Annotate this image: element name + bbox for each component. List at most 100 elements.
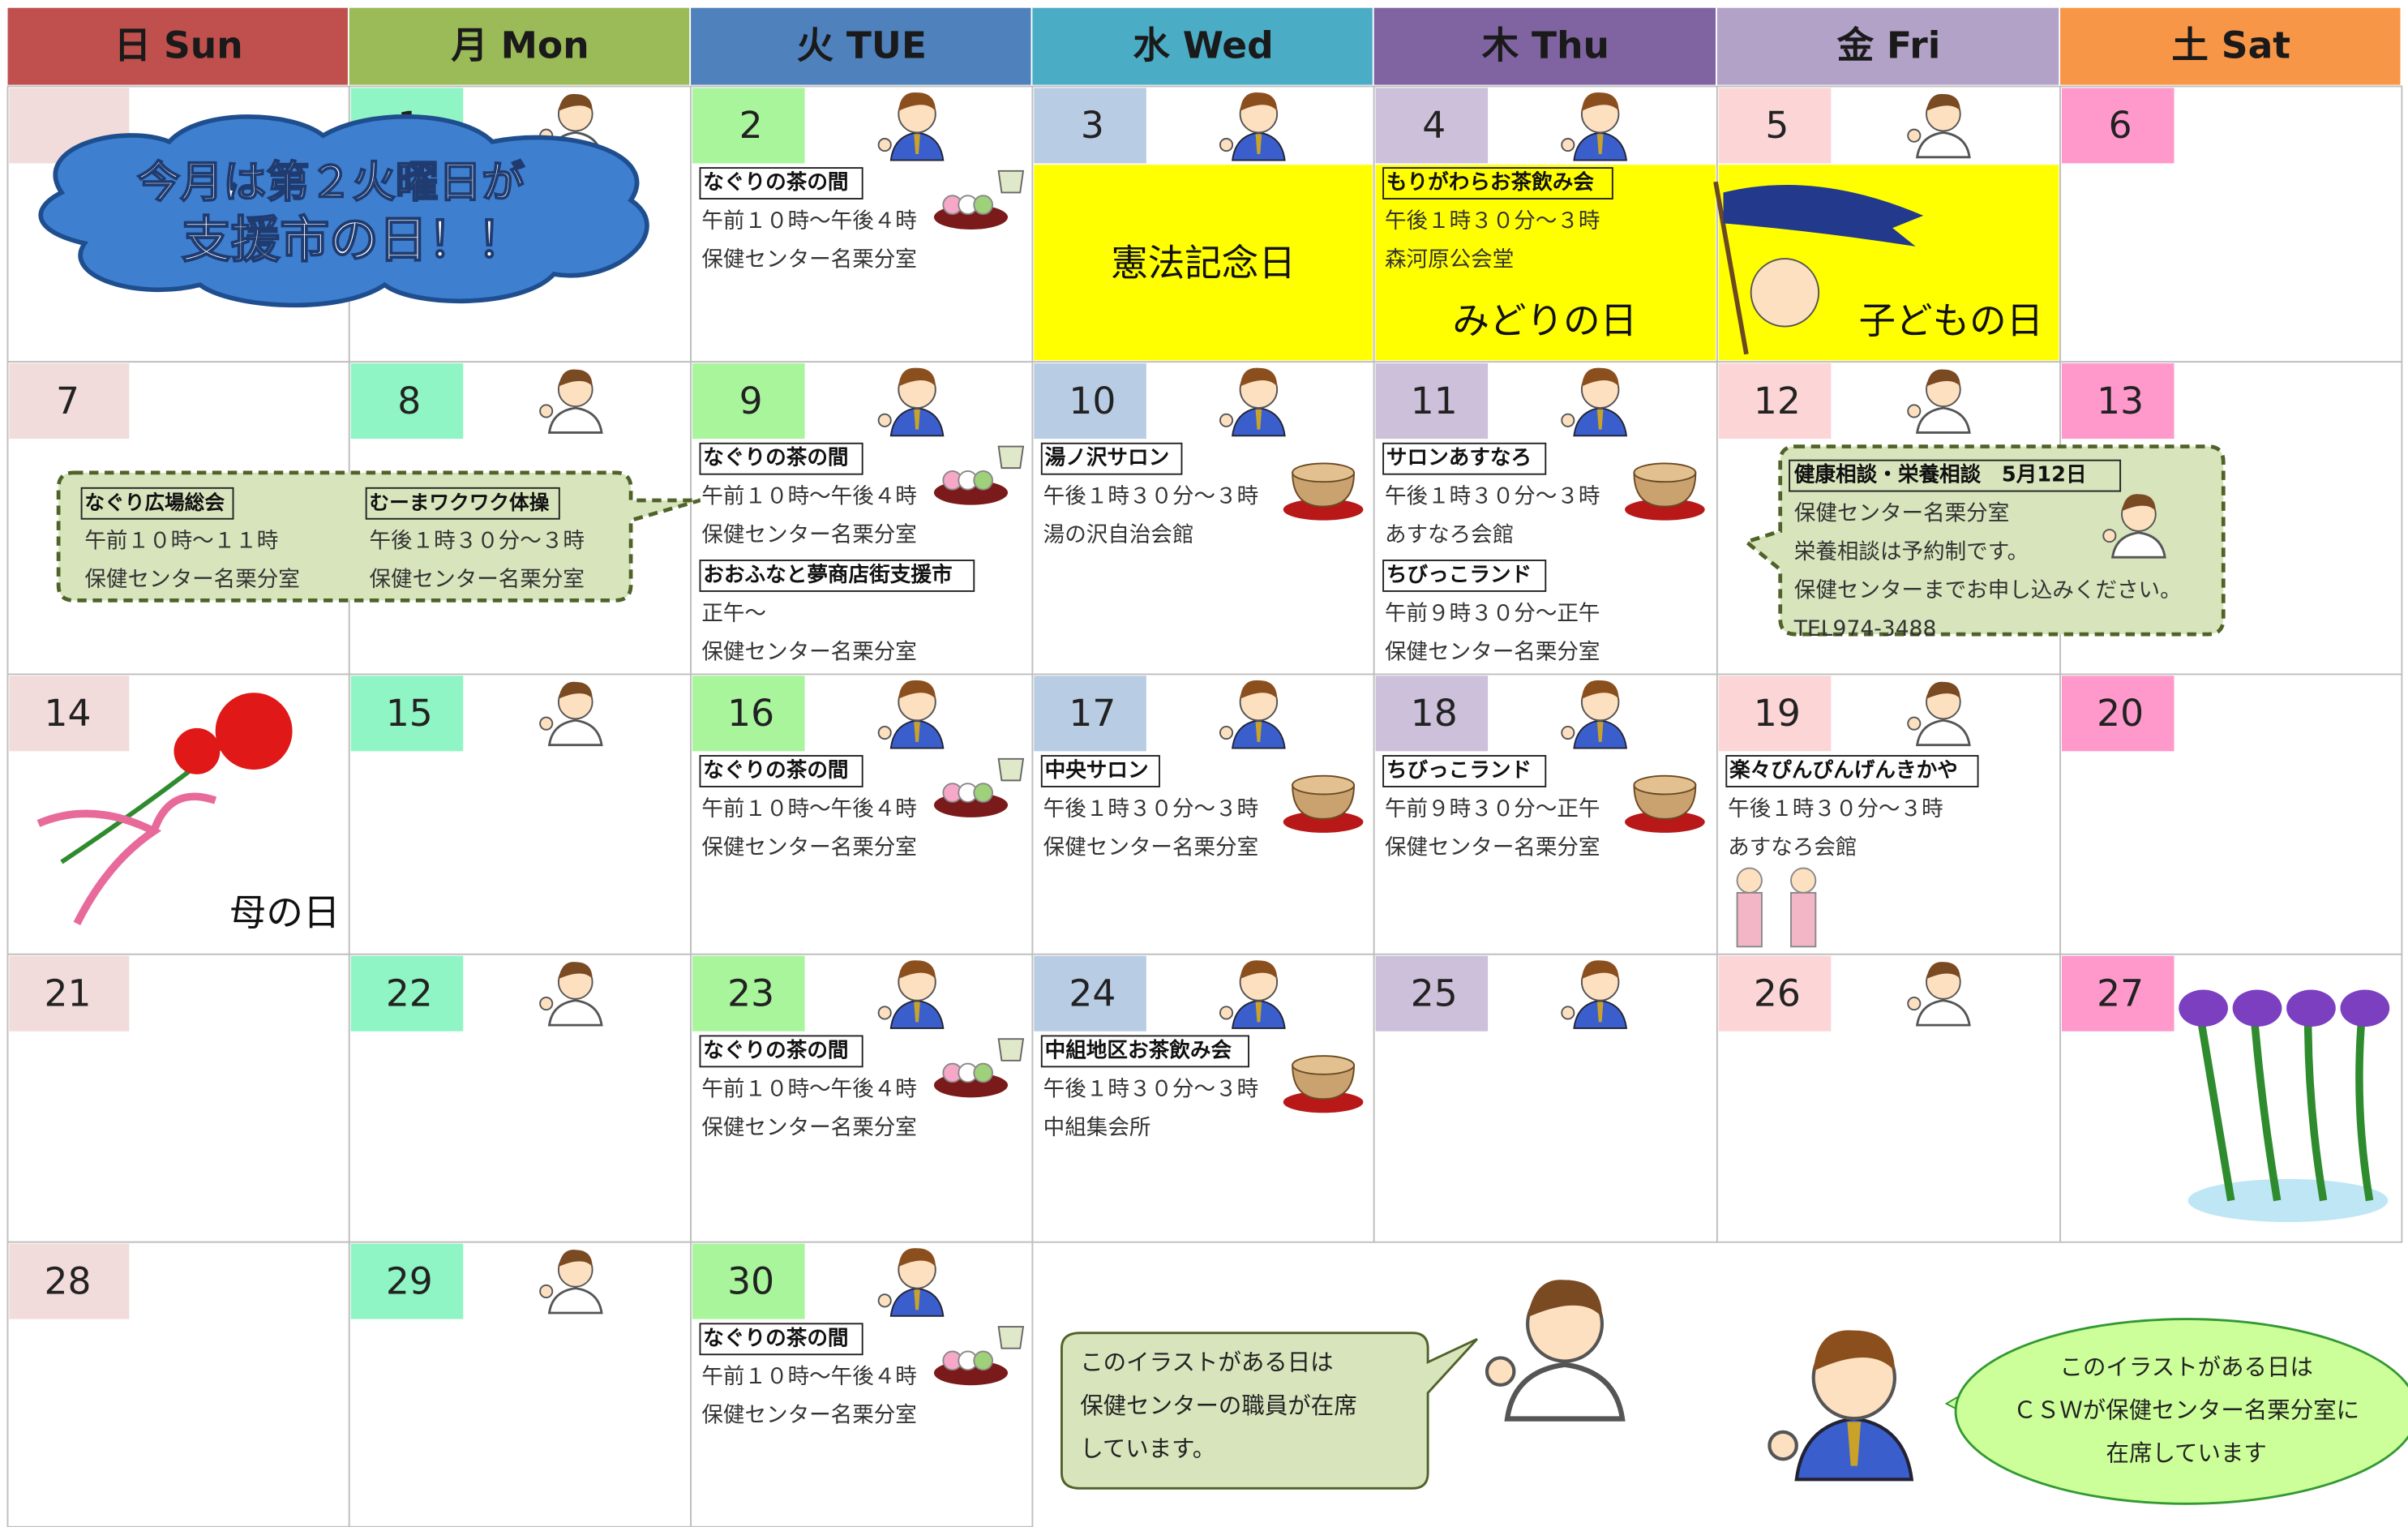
note-line: 保健センターの職員が在席 bbox=[1080, 1392, 1356, 1419]
note-line: このイラストがある日は bbox=[1080, 1349, 1333, 1376]
leaf bbox=[2196, 1014, 2235, 1202]
hand bbox=[539, 404, 554, 418]
event-line: 保健センター名栗分室 bbox=[1043, 834, 1258, 860]
day-number-box bbox=[1034, 676, 1146, 752]
note-line: 在席しています bbox=[2106, 1440, 2267, 1467]
hand bbox=[1907, 128, 1922, 143]
dango bbox=[973, 195, 994, 215]
saucer bbox=[1283, 1091, 1364, 1113]
day-number: 15 bbox=[386, 692, 433, 735]
saucer bbox=[1625, 499, 1705, 521]
bowl-icon bbox=[1283, 774, 1364, 833]
tie bbox=[1596, 722, 1604, 742]
day-number-box bbox=[9, 1243, 130, 1319]
event-line: 午後１時３０分～３時 bbox=[1728, 796, 1943, 821]
csw-icon bbox=[1219, 960, 1286, 1029]
coat bbox=[547, 718, 603, 747]
dango bbox=[973, 1062, 994, 1083]
dango bbox=[973, 783, 994, 803]
day-number-box bbox=[2062, 955, 2174, 1032]
hair bbox=[558, 369, 593, 387]
hair bbox=[1240, 367, 1278, 387]
event-line: 保健センター名栗分室 bbox=[701, 247, 916, 272]
note-line: しています。 bbox=[1080, 1435, 1215, 1462]
event-line: 午後１時３０分～３時 bbox=[1385, 208, 1600, 234]
event-title: おおふなと夢商店街支援市 bbox=[703, 562, 952, 587]
event-line: 栄養相談は予約制です。 bbox=[1794, 539, 2029, 564]
event-line: 保健センター名栗分室 bbox=[1794, 501, 2009, 526]
event-title: ちびっこランド bbox=[1386, 758, 1532, 783]
leaf bbox=[2250, 1015, 2282, 1202]
petal bbox=[2286, 989, 2336, 1027]
day-number-box bbox=[692, 676, 805, 752]
tie bbox=[1255, 722, 1262, 742]
csw-icon bbox=[877, 960, 945, 1029]
holiday-name: みどりの日 bbox=[1453, 299, 1638, 342]
tie bbox=[914, 1289, 920, 1310]
day-number-box bbox=[1718, 676, 1832, 752]
hair bbox=[558, 962, 593, 980]
event-title-box bbox=[1382, 167, 1613, 199]
day-number-box bbox=[1375, 676, 1489, 752]
hand bbox=[539, 1284, 554, 1298]
dango-icon bbox=[933, 445, 1025, 505]
event-title-box bbox=[80, 487, 234, 520]
day-number: 27 bbox=[2097, 972, 2144, 1015]
day-number: 20 bbox=[2097, 692, 2144, 735]
day-number-box bbox=[1375, 363, 1489, 440]
tie bbox=[914, 410, 920, 430]
saucer bbox=[1283, 811, 1364, 833]
event-title-box bbox=[1725, 755, 1979, 787]
coat bbox=[1915, 131, 1971, 159]
lid bbox=[1292, 1055, 1355, 1075]
event-title: なぐりの茶の間 bbox=[703, 170, 848, 195]
flower bbox=[215, 693, 293, 770]
csw-icon bbox=[1561, 960, 1628, 1029]
hair bbox=[1581, 680, 1619, 699]
hair bbox=[898, 960, 936, 980]
event-line: 保健センター名栗分室 bbox=[701, 639, 916, 664]
header-label: 木 Thu bbox=[1482, 24, 1609, 67]
holiday-name: 母の日 bbox=[229, 891, 341, 934]
day-number-box bbox=[1034, 955, 1146, 1032]
csw-icon bbox=[1561, 92, 1628, 161]
event-line: 午前９時３０分～正午 bbox=[1385, 601, 1600, 626]
hand bbox=[539, 716, 554, 731]
hair bbox=[558, 681, 593, 699]
lid bbox=[1633, 774, 1697, 796]
day-number: 4 bbox=[1422, 104, 1446, 147]
day-number: 18 bbox=[1411, 692, 1458, 735]
head bbox=[1736, 867, 1763, 894]
day-number-box bbox=[2062, 676, 2174, 752]
day-number-box bbox=[9, 955, 130, 1032]
event-line: あすなろ会館 bbox=[1385, 522, 1514, 547]
header-label: 月 Mon bbox=[451, 24, 589, 67]
banner-cloud bbox=[38, 114, 649, 308]
event-title-box bbox=[1382, 755, 1547, 787]
event-title-box bbox=[1040, 755, 1160, 787]
dango-icon bbox=[933, 1326, 1025, 1386]
event-line: 午後１時３０分～３時 bbox=[1043, 484, 1258, 509]
hair bbox=[1581, 960, 1619, 980]
day-number-box bbox=[2062, 88, 2174, 164]
day-number: 22 bbox=[386, 972, 433, 1015]
petal bbox=[2179, 989, 2228, 1027]
flower bbox=[174, 727, 221, 774]
day-number-box bbox=[692, 1243, 805, 1319]
hair bbox=[1527, 1280, 1602, 1318]
staff-icon bbox=[1907, 93, 1971, 159]
day-number-box bbox=[692, 363, 805, 440]
event-title-box bbox=[365, 487, 560, 520]
staff-icon bbox=[539, 1250, 603, 1315]
bowl-icon bbox=[1625, 462, 1705, 521]
tea bbox=[997, 1038, 1025, 1062]
bowl-icon bbox=[1283, 1055, 1364, 1113]
header-label: 火 TUE bbox=[796, 24, 927, 67]
note-line: このイラストがある日は bbox=[2060, 1353, 2313, 1380]
day-number: 6 bbox=[2109, 104, 2132, 147]
event-line: 午前１０時～１１時 bbox=[84, 529, 278, 554]
tie bbox=[914, 1002, 920, 1023]
hand bbox=[539, 997, 554, 1011]
hand bbox=[877, 413, 892, 427]
